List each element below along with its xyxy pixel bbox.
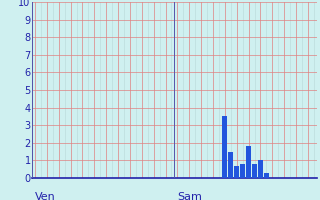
Bar — [258, 160, 263, 178]
Text: Ven: Ven — [35, 192, 56, 200]
Bar — [234, 166, 239, 178]
Bar — [228, 152, 233, 178]
Bar — [252, 164, 257, 178]
Bar — [222, 116, 227, 178]
Bar — [240, 164, 245, 178]
Bar — [246, 146, 251, 178]
Bar — [264, 173, 269, 178]
Text: Sam: Sam — [177, 192, 202, 200]
